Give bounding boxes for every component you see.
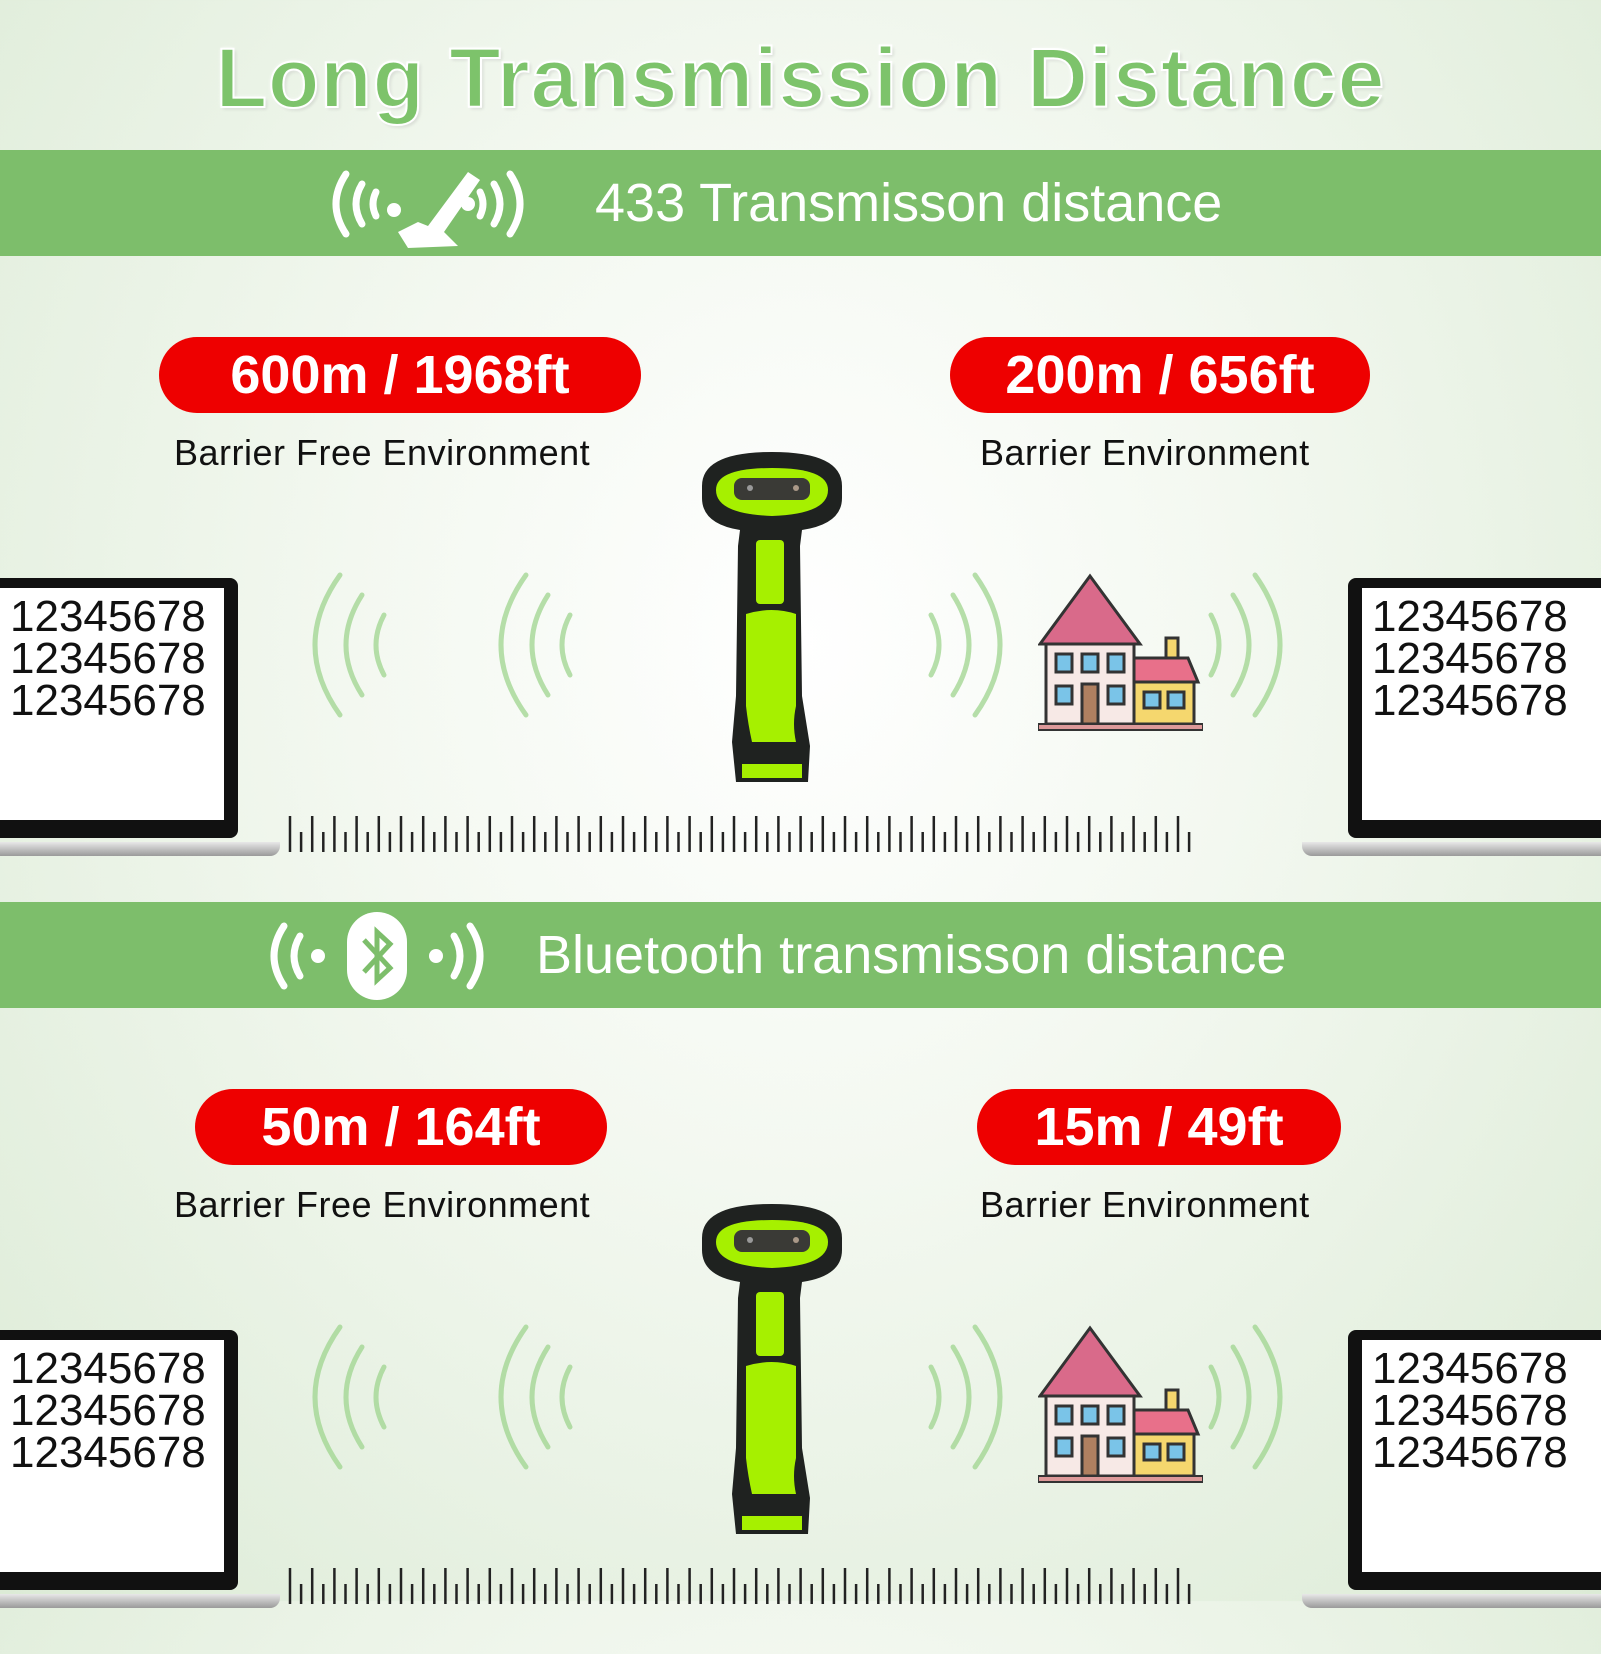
banner-text: 433 Transmisson distance <box>595 173 1223 233</box>
signal-waves <box>312 572 1283 718</box>
bluetooth-signal-icon <box>270 912 484 1000</box>
screen-number-line: 12345678 <box>10 1386 206 1435</box>
transmission-section: Bluetooth transmisson distance 50m / 164… <box>0 902 1601 1654</box>
screen-number-line: 12345678 <box>10 1344 206 1393</box>
house-icon <box>1038 573 1203 731</box>
barcode-scanner <box>702 452 842 782</box>
screen-number-line: 12345678 <box>1372 1344 1568 1393</box>
page-title: Long Transmission Distance <box>215 30 1386 126</box>
screen-number-line: 12345678 <box>1372 1428 1568 1477</box>
distance-ruler <box>288 816 1191 852</box>
laptop-left: 12345678 12345678 12345678 <box>0 1330 280 1608</box>
screen-number-line: 12345678 <box>10 634 206 683</box>
laptop-right: 12345678 12345678 12345678 <box>1302 578 1601 856</box>
screen-number-line: 12345678 <box>1372 592 1568 641</box>
laptop-screen: 12345678 12345678 12345678 <box>0 588 224 820</box>
screen-number-line: 12345678 <box>10 592 206 641</box>
screen-number-line: 12345678 <box>1372 676 1568 725</box>
screen-number-line: 12345678 <box>1372 634 1568 683</box>
barrier-label: Barrier Environment <box>980 1184 1310 1225</box>
barrier-label: Barrier Environment <box>980 432 1310 473</box>
laptop-screen: 12345678 12345678 12345678 <box>1362 1340 1601 1572</box>
distance-ruler <box>288 1568 1191 1604</box>
distance-badge-barrier: 200m / 656ft <box>950 337 1370 413</box>
barrier-free-label: Barrier Free Environment <box>174 1184 591 1225</box>
barcode-scanner <box>702 1204 842 1534</box>
section-banner: 433 Transmisson distance <box>0 150 1601 256</box>
house-icon <box>1038 1325 1203 1483</box>
barrier-free-label: Barrier Free Environment <box>174 432 591 473</box>
screen-number-line: 12345678 <box>10 1428 206 1477</box>
laptop-screen: 12345678 12345678 12345678 <box>0 1340 224 1572</box>
screen-number-line: 12345678 <box>1372 1386 1568 1435</box>
laptop-right: 12345678 12345678 12345678 <box>1302 1330 1601 1608</box>
section-banner: Bluetooth transmisson distance <box>0 902 1601 1008</box>
distance-badge-barrier-free: 600m / 1968ft <box>159 337 641 413</box>
screen-number-line: 12345678 <box>10 676 206 725</box>
remote-joystick-signal-icon <box>332 170 524 248</box>
banner-text: Bluetooth transmisson distance <box>536 925 1287 985</box>
distance-badge-barrier-free: 50m / 164ft <box>195 1089 607 1165</box>
signal-waves <box>312 1324 1283 1470</box>
laptop-left: 12345678 12345678 12345678 <box>0 578 280 856</box>
laptop-screen: 12345678 12345678 12345678 <box>1362 588 1601 820</box>
distance-badge-barrier: 15m / 49ft <box>977 1089 1341 1165</box>
transmission-section: 433 Transmisson distance 600m / 1968ft 2… <box>0 150 1601 902</box>
